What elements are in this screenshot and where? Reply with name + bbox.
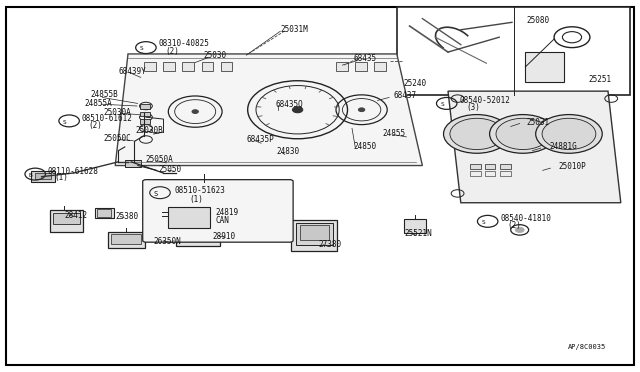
Text: 25030A: 25030A (104, 108, 131, 117)
Text: AP/8C0035: AP/8C0035 (568, 344, 607, 350)
Bar (111, 234, 141, 244)
Text: 08510-61612: 08510-61612 (82, 114, 132, 123)
Circle shape (192, 110, 198, 113)
Text: 25050A: 25050A (146, 155, 173, 164)
Bar (53, 213, 80, 224)
Bar (525, 52, 564, 82)
Text: 25080: 25080 (526, 16, 550, 25)
Text: 25030B: 25030B (136, 126, 163, 135)
Bar (355, 62, 367, 71)
Circle shape (358, 108, 365, 112)
Bar (50, 210, 83, 232)
Bar (500, 164, 511, 169)
Text: 08540-52012: 08540-52012 (460, 96, 510, 105)
Text: S: S (440, 102, 444, 107)
Text: 24819: 24819 (215, 208, 238, 217)
Bar (470, 171, 481, 176)
Text: 24855B: 24855B (91, 90, 118, 99)
Text: S: S (481, 220, 485, 225)
Bar (140, 119, 150, 124)
Text: 25251: 25251 (588, 76, 611, 84)
Bar (168, 207, 210, 228)
Text: 08510-51623: 08510-51623 (174, 186, 225, 195)
Bar (485, 171, 495, 176)
Text: S: S (154, 191, 157, 197)
Circle shape (496, 118, 550, 150)
Bar (97, 209, 111, 217)
Text: 27380: 27380 (319, 240, 342, 249)
Circle shape (542, 118, 596, 150)
Bar (163, 62, 175, 71)
Bar (500, 171, 511, 176)
Text: CAN: CAN (215, 216, 229, 225)
Bar (144, 62, 156, 71)
Bar (176, 228, 220, 246)
Text: (2): (2) (507, 221, 521, 230)
Text: 24830: 24830 (276, 147, 300, 156)
Text: (3): (3) (466, 103, 480, 112)
Text: 24855: 24855 (383, 129, 406, 138)
Text: 25030: 25030 (204, 51, 227, 60)
Text: 68435Q: 68435Q (275, 100, 303, 109)
Bar (95, 208, 114, 218)
Text: S: S (140, 46, 143, 51)
Bar (374, 62, 386, 71)
Text: 25521N: 25521N (404, 229, 432, 238)
Text: 25380: 25380 (115, 212, 138, 221)
Text: (2): (2) (88, 121, 102, 130)
Text: 08540-41810: 08540-41810 (500, 214, 551, 223)
Text: 26350N: 26350N (154, 237, 181, 246)
Text: 68435: 68435 (353, 54, 376, 63)
Bar (300, 225, 329, 240)
Text: (1): (1) (189, 195, 204, 204)
Bar (179, 230, 216, 241)
Text: 24850: 24850 (353, 142, 376, 151)
Text: (2): (2) (165, 47, 179, 56)
FancyBboxPatch shape (143, 180, 293, 242)
Circle shape (444, 115, 510, 153)
Bar (202, 62, 213, 71)
Text: 28910: 28910 (212, 232, 236, 241)
Circle shape (515, 227, 524, 232)
Text: 24881G: 24881G (549, 142, 577, 151)
Text: 08110-61628: 08110-61628 (48, 167, 99, 176)
Text: 25010P: 25010P (558, 162, 586, 171)
Text: 68435P: 68435P (246, 135, 274, 144)
Text: 24855A: 24855A (84, 99, 112, 108)
Circle shape (450, 118, 504, 150)
Bar (404, 219, 426, 233)
Text: 25031M: 25031M (280, 25, 308, 33)
Text: 25240: 25240 (403, 79, 426, 88)
Bar (140, 112, 150, 116)
Bar (397, 7, 630, 95)
Polygon shape (448, 91, 621, 203)
Bar (140, 104, 150, 109)
Text: 25031: 25031 (526, 118, 549, 126)
Bar (221, 62, 232, 71)
Bar (125, 160, 141, 167)
Text: 08310-40825: 08310-40825 (159, 39, 209, 48)
Circle shape (490, 115, 556, 153)
Text: 68437: 68437 (394, 92, 417, 100)
Text: 25050C: 25050C (104, 134, 131, 143)
Bar (35, 173, 51, 179)
Bar (470, 164, 481, 169)
Text: 68439Y: 68439Y (118, 67, 146, 76)
Circle shape (292, 107, 303, 113)
Text: B: B (29, 173, 33, 178)
Polygon shape (115, 54, 422, 166)
Text: S: S (63, 119, 67, 125)
Bar (31, 171, 55, 182)
Bar (485, 164, 495, 169)
Bar (336, 62, 348, 71)
Circle shape (536, 115, 602, 153)
Bar (108, 232, 145, 248)
Text: (1): (1) (54, 173, 68, 182)
Bar (296, 223, 333, 245)
Text: 25050: 25050 (159, 165, 182, 174)
Text: 28412: 28412 (64, 211, 87, 219)
Bar (182, 62, 194, 71)
Bar (291, 220, 337, 251)
